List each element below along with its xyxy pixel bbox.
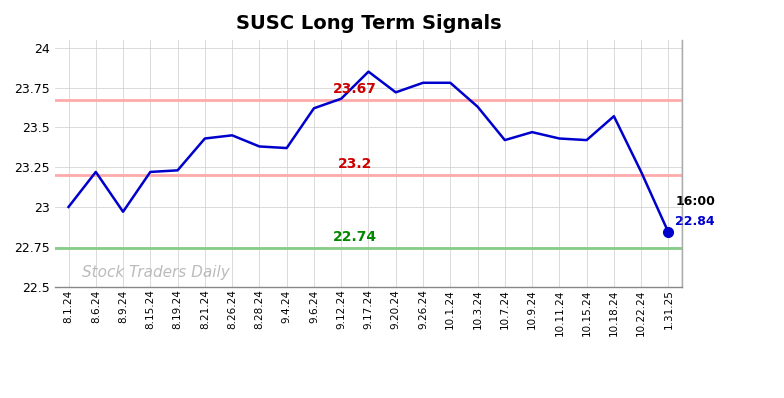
Text: 22.74: 22.74	[332, 230, 377, 244]
Text: 16:00: 16:00	[675, 195, 715, 208]
Text: 23.67: 23.67	[333, 82, 377, 96]
Text: 22.84: 22.84	[675, 215, 715, 228]
Text: Stock Traders Daily: Stock Traders Daily	[82, 265, 230, 280]
Title: SUSC Long Term Signals: SUSC Long Term Signals	[236, 14, 501, 33]
Text: 23.2: 23.2	[338, 157, 372, 171]
